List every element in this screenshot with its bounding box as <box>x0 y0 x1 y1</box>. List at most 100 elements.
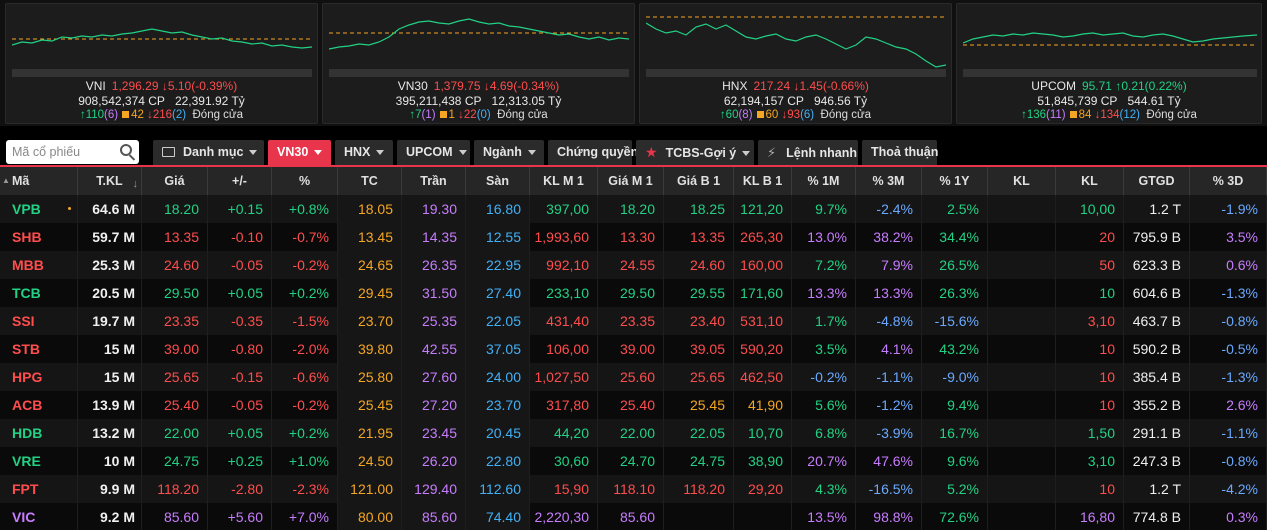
index-value: 217.24 <box>753 79 791 93</box>
col-header-gia-mua-1[interactable]: Giá M 1 <box>598 167 664 195</box>
col-header-kl[interactable]: KL <box>988 167 1056 195</box>
tab-thoa-thuan[interactable]: Thoả thuận <box>862 140 938 165</box>
table-row[interactable]: HPG 15 M 25.65 -0.15 -0.6% 25.80 27.60 24.00 1,0… <box>0 363 1267 391</box>
table-row[interactable]: ACB 13.9 M 25.40 -0.05 -0.2% 25.45 27.20 23.70 3… <box>0 391 1267 419</box>
sort-icon[interactable]: ▲ <box>2 176 10 185</box>
cell-ma[interactable]: HDB <box>0 419 78 447</box>
cell-gia: 39.00 <box>142 335 208 363</box>
cell-gia-mua-1: 24.55 <box>598 251 664 279</box>
folder-icon <box>162 146 175 157</box>
chevron-down-icon <box>458 150 467 156</box>
col-header-pct-1m[interactable]: % 1M <box>792 167 856 195</box>
col-header-kl-mua-1[interactable]: KL M 1 <box>530 167 598 195</box>
col-header-gtgd[interactable]: GTGD <box>1124 167 1190 195</box>
col-header-pct-3m[interactable]: % 3M <box>856 167 922 195</box>
col-header-thay-doi[interactable]: +/- <box>208 167 272 195</box>
stock-search-input[interactable] <box>12 143 112 161</box>
market-status: Đóng cửa <box>497 109 548 121</box>
cell-ma[interactable]: FPT <box>0 475 78 503</box>
cell-kl <box>988 279 1056 307</box>
cell-gia: 85.60 <box>142 503 208 530</box>
cell-kl-mua-1: 30,60 <box>530 447 598 475</box>
table-row[interactable]: VIC 9.2 M 85.60 +5.60 +7.0% 80.00 85.60 74.40 2,… <box>0 503 1267 530</box>
cell-ma[interactable]: STB <box>0 335 78 363</box>
table-row[interactable]: SSI 19.7 M 23.35 -0.35 -1.5% 23.70 25.35 22.05 4… <box>0 307 1267 335</box>
tab-upcom[interactable]: UPCOM <box>397 140 470 165</box>
cell-ma[interactable]: VIC <box>0 503 78 530</box>
cell-san: 22.95 <box>466 251 530 279</box>
cell-pct-1y: 9.4% <box>922 391 988 419</box>
cell-gia-ban-1: 29.55 <box>664 279 734 307</box>
index-turnover: 544.61 Tỷ <box>1127 94 1181 108</box>
table-row[interactable]: MBB 25.3 M 24.60 -0.05 -0.2% 24.65 26.35 22.95 9… <box>0 251 1267 279</box>
up-arrow-icon: ↑ <box>79 109 86 121</box>
chevron-down-icon <box>527 150 536 156</box>
sort-desc-icon[interactable]: ↓ <box>132 178 139 190</box>
table-row[interactable]: SHB 59.7 M 13.35 -0.10 -0.7% 13.45 14.35 12.55 1… <box>0 223 1267 251</box>
col-header-pct-3d[interactable]: % 3D <box>1190 167 1267 195</box>
col-header-kl[interactable]: KL <box>1056 167 1124 195</box>
tab-vn30[interactable]: VN30 <box>268 140 331 165</box>
cell-tham-chieu: 39.80 <box>338 335 402 363</box>
table-row[interactable]: STB 15 M 39.00 -0.80 -2.0% 39.80 42.55 37.05 106… <box>0 335 1267 363</box>
col-header-t-kl[interactable]: T.KL ↓ <box>78 167 142 195</box>
cell-ma[interactable]: HPG <box>0 363 78 391</box>
cell-kl-ban-1: 38,90 <box>734 447 792 475</box>
cell-kl: 10 <box>1056 391 1124 419</box>
cell-san: 27.40 <box>466 279 530 307</box>
col-header-gia[interactable]: Giá <box>142 167 208 195</box>
cell-phan-tram: -2.0% <box>272 335 338 363</box>
cell-ma[interactable]: VRE <box>0 447 78 475</box>
cell-ma[interactable]: VPB <box>0 195 78 223</box>
cell-thay-doi: +0.05 <box>208 419 272 447</box>
col-header-tham-chieu[interactable]: TC <box>338 167 402 195</box>
index-card-hnx[interactable]: HNX 217.24 ↓1.45(-0.66%) 62,194,157 CP 94… <box>639 3 952 124</box>
cell-ma[interactable]: TCB <box>0 279 78 307</box>
tab-danh-muc[interactable]: Danh mục <box>153 140 264 165</box>
tab-chung-quyen[interactable]: Chứng quyền <box>548 140 638 165</box>
cell-kl: 10 <box>1056 363 1124 391</box>
table-row[interactable]: HDB 13.2 M 22.00 +0.05 +0.2% 21.95 23.45 20.45 4… <box>0 419 1267 447</box>
cell-kl-mua-1: 1,993,60 <box>530 223 598 251</box>
index-card-vni[interactable]: VNI 1,296.29 ↓5.10(-0.39%) 908,542,374 CP… <box>5 3 318 124</box>
table-row[interactable]: FPT 9.9 M 118.20 -2.80 -2.3% 121.00 129.40 112.… <box>0 475 1267 503</box>
cell-pct-3d: 0.6% <box>1190 251 1267 279</box>
cell-gia-ban-1: 25.45 <box>664 391 734 419</box>
col-header-tran[interactable]: Trần <box>402 167 466 195</box>
cell-ma[interactable]: SSI <box>0 307 78 335</box>
cell-gtgd: 604.6 B <box>1124 279 1190 307</box>
cell-gia-mua-1: 18.20 <box>598 195 664 223</box>
table-row[interactable]: TCB 20.5 M 29.50 +0.05 +0.2% 29.45 31.50 27.40 2… <box>0 279 1267 307</box>
col-header-ma[interactable]: Mã ▲ <box>0 167 78 195</box>
cell-ma[interactable]: SHB <box>0 223 78 251</box>
table-row[interactable]: VPB 64.6 M 18.20 +0.15 +0.8% 18.05 19.30 16.80 3… <box>0 195 1267 223</box>
cell-tran: 25.35 <box>402 307 466 335</box>
stock-search[interactable] <box>6 140 139 164</box>
cell-t-kl: 64.6 M <box>78 195 142 223</box>
unchanged-square-icon <box>439 110 447 118</box>
tab-hnx[interactable]: HNX <box>335 140 393 165</box>
up-arrow-icon: ↑ <box>1021 109 1027 121</box>
table-row[interactable]: VRE 10 M 24.75 +0.25 +1.0% 24.50 26.20 22.80 30,… <box>0 447 1267 475</box>
cell-gia: 13.35 <box>142 223 208 251</box>
cell-gia-ban-1: 25.65 <box>664 363 734 391</box>
cell-pct-3d: -0.8% <box>1190 307 1267 335</box>
col-header-san[interactable]: Sàn <box>466 167 530 195</box>
index-turnover: 22,391.92 Tỷ <box>174 94 245 108</box>
index-card-vn30[interactable]: VN30 1,379.75 ↓4.69(-0.34%) 395,211,438 C… <box>322 3 635 124</box>
col-header-pct-1y[interactable]: % 1Y <box>922 167 988 195</box>
search-icon[interactable] <box>120 144 132 156</box>
cell-ma[interactable]: ACB <box>0 391 78 419</box>
index-card-upcom[interactable]: UPCOM 95.71 ↑0.21(0.22%) 51,845,739 CP 54… <box>956 3 1262 124</box>
cell-t-kl: 10 M <box>78 447 142 475</box>
tab-lenh-nhanh[interactable]: ⚡ Lệnh nhanh <box>758 140 858 165</box>
cell-pct-3m: 38.2% <box>856 223 922 251</box>
cell-ma[interactable]: MBB <box>0 251 78 279</box>
col-header-phan-tram[interactable]: % <box>272 167 338 195</box>
cell-san: 20.45 <box>466 419 530 447</box>
cell-kl: 10 <box>1056 279 1124 307</box>
tab-nganh[interactable]: Ngành <box>474 140 544 165</box>
col-header-gia-ban-1[interactable]: Giá B 1 <box>664 167 734 195</box>
col-header-kl-ban-1[interactable]: KL B 1 <box>734 167 792 195</box>
tab-tcbs-goi-y[interactable]: ★ TCBS-Gợi ý <box>636 140 754 165</box>
